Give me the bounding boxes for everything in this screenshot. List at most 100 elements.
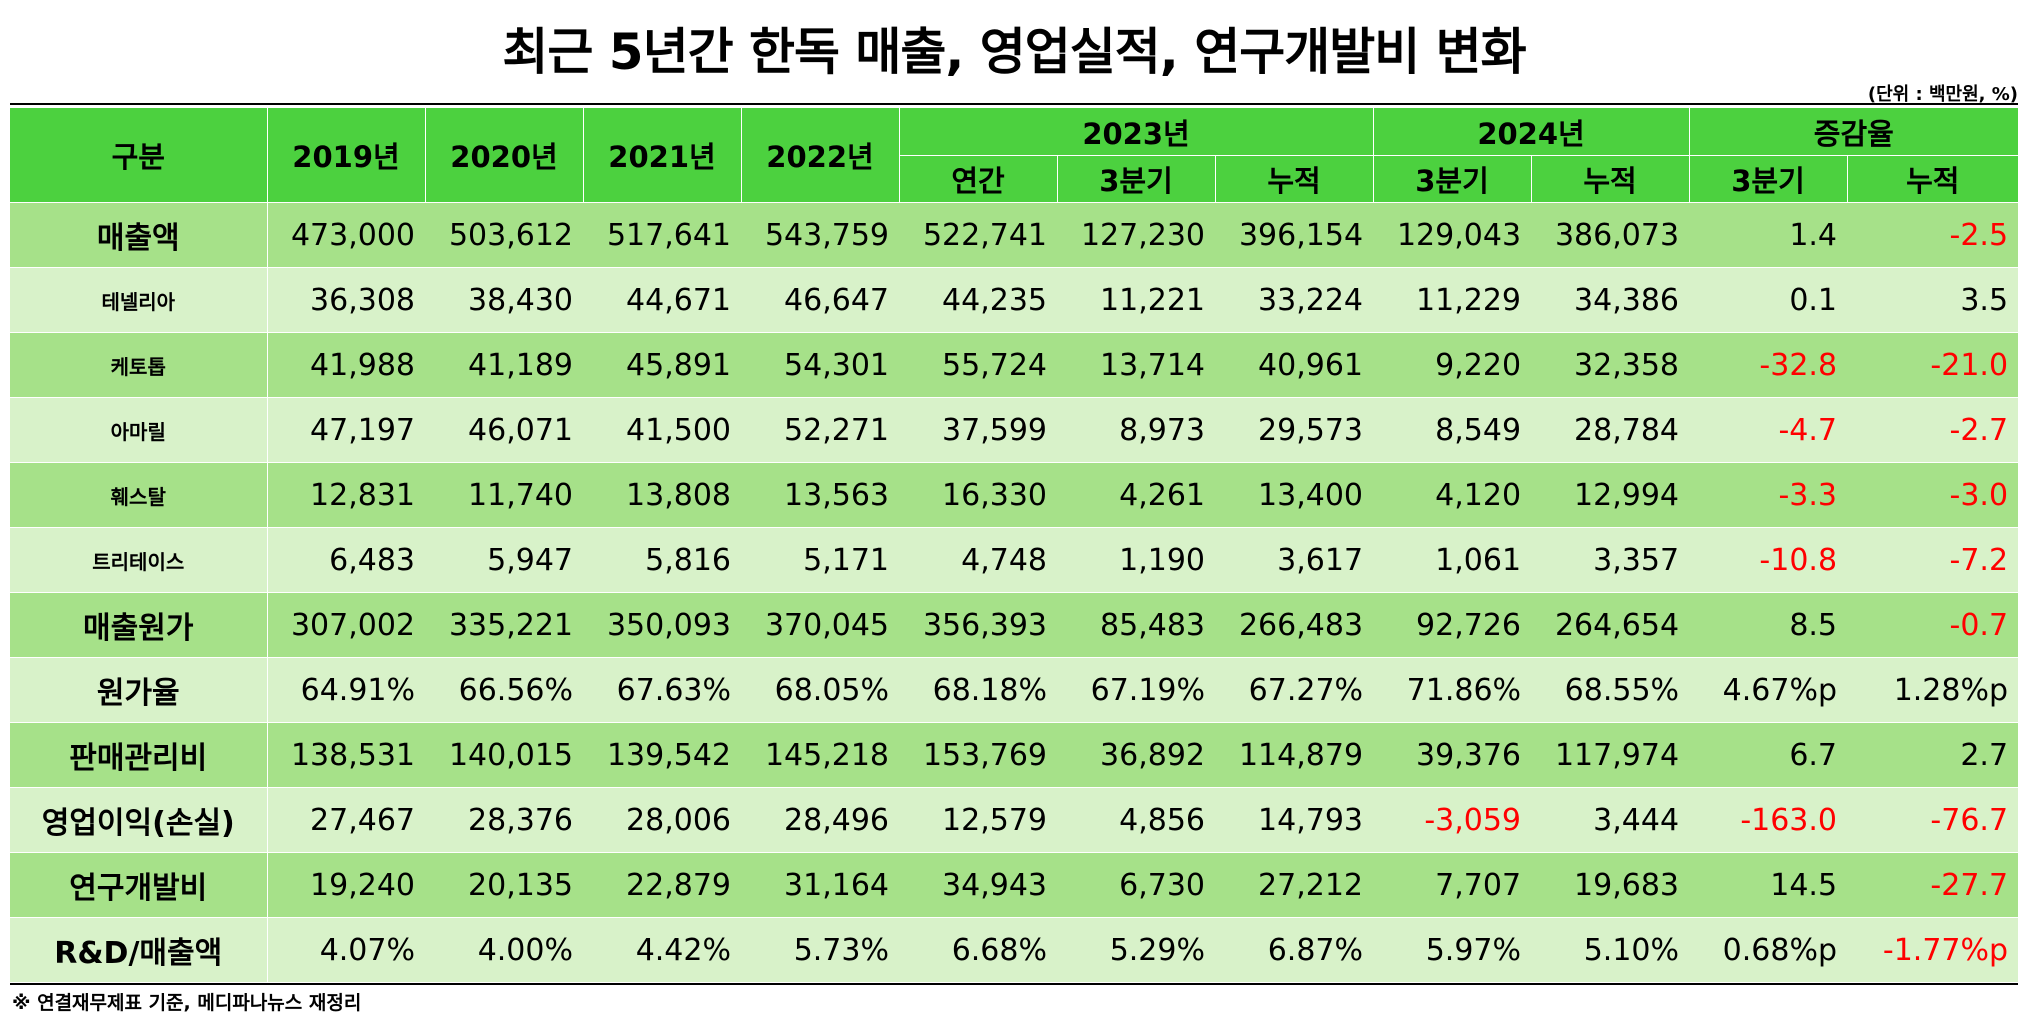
header-year-2021: 2021년 bbox=[583, 108, 742, 203]
table-cell: 266,483 bbox=[1215, 592, 1374, 658]
header-year-2023: 2023년 bbox=[899, 108, 1374, 156]
table-cell: 5,816 bbox=[583, 527, 741, 593]
table-cell: 138,531 bbox=[267, 722, 425, 788]
table-cell: 396,154 bbox=[1215, 202, 1374, 268]
table-cell: 127,230 bbox=[1057, 202, 1215, 268]
table-cell: -76.7 bbox=[1847, 787, 2019, 853]
table-cell: 32,358 bbox=[1531, 332, 1690, 398]
table-cell: 386,073 bbox=[1531, 202, 1690, 268]
row-label: 트리테이스 bbox=[10, 527, 268, 593]
header-change-q3: 3분기 bbox=[1689, 155, 1848, 203]
table-cell: -1.77%p bbox=[1847, 917, 2019, 983]
table-cell: 36,892 bbox=[1057, 722, 1215, 788]
table-cell: 8,549 bbox=[1373, 397, 1532, 463]
bottom-rule bbox=[10, 983, 2018, 985]
table-cell: 5,947 bbox=[425, 527, 583, 593]
table-row: 테넬리아 36,308 38,430 44,671 46,647 44,235 11,221… bbox=[10, 267, 2019, 333]
table-cell: 153,769 bbox=[899, 722, 1057, 788]
table-cell: 28,006 bbox=[583, 787, 741, 853]
row-label: 케토톱 bbox=[10, 332, 268, 398]
table-cell: 29,573 bbox=[1215, 397, 1374, 463]
table-row: 매출액 473,000 503,612 517,641 543,759 522,741 12… bbox=[10, 202, 2019, 268]
header-year-2024: 2024년 bbox=[1373, 108, 1690, 156]
table-cell: 4.00% bbox=[425, 917, 583, 983]
table-cell: 44,671 bbox=[583, 267, 741, 333]
table-cell: 9,220 bbox=[1373, 332, 1532, 398]
row-label: 매출원가 bbox=[10, 592, 268, 658]
table-cell: 22,879 bbox=[583, 852, 741, 918]
table-cell: 41,988 bbox=[267, 332, 425, 398]
table-cell: 34,943 bbox=[899, 852, 1057, 918]
table-cell: 2.7 bbox=[1847, 722, 2019, 788]
table-cell: 68.05% bbox=[741, 657, 899, 723]
table-cell: -2.7 bbox=[1847, 397, 2019, 463]
table-cell: 41,189 bbox=[425, 332, 583, 398]
header-change-cumulative: 누적 bbox=[1847, 155, 2019, 203]
table-cell: 64.91% bbox=[267, 657, 425, 723]
table-cell: 40,961 bbox=[1215, 332, 1374, 398]
table-cell: 38,430 bbox=[425, 267, 583, 333]
table-row: 원가율 64.91% 66.56% 67.63% 68.05% 68.18% 67.19% 6… bbox=[10, 657, 2019, 723]
table-cell: 139,542 bbox=[583, 722, 741, 788]
table-cell: 4,856 bbox=[1057, 787, 1215, 853]
table-cell: 4.42% bbox=[583, 917, 741, 983]
table-cell: 117,974 bbox=[1531, 722, 1690, 788]
table-cell: -0.7 bbox=[1847, 592, 2019, 658]
row-label: 연구개발비 bbox=[10, 852, 268, 918]
table-cell: 14,793 bbox=[1215, 787, 1374, 853]
table-cell: 11,229 bbox=[1373, 267, 1532, 333]
unit-note: (단위 : 백만원, %) bbox=[1867, 84, 2018, 105]
table-row: 연구개발비 19,240 20,135 22,879 31,164 34,943 6,730… bbox=[10, 852, 2019, 918]
table-cell: 33,224 bbox=[1215, 267, 1374, 333]
header-change-rate: 증감율 bbox=[1689, 108, 2019, 156]
table-cell: 37,599 bbox=[899, 397, 1057, 463]
row-label: 아마릴 bbox=[10, 397, 268, 463]
table-cell: 12,579 bbox=[899, 787, 1057, 853]
header-2024-cumulative: 누적 bbox=[1531, 155, 1690, 203]
table-cell: 16,330 bbox=[899, 462, 1057, 528]
table-cell: -3.3 bbox=[1689, 462, 1848, 528]
table-cell: 31,164 bbox=[741, 852, 899, 918]
table-cell: 6,730 bbox=[1057, 852, 1215, 918]
table-cell: 19,683 bbox=[1531, 852, 1690, 918]
table-row: 영업이익(손실) 27,467 28,376 28,006 28,496 12,579 4,… bbox=[10, 787, 2019, 853]
table-cell: 8,973 bbox=[1057, 397, 1215, 463]
table-cell: 13,714 bbox=[1057, 332, 1215, 398]
table-row: 아마릴 47,197 46,071 41,500 52,271 37,599 8,973 29… bbox=[10, 397, 2019, 463]
financial-table: 구분 2019년 2020년 2021년 2022년 2023년 2024년 증… bbox=[10, 108, 2019, 983]
table-cell: 3,617 bbox=[1215, 527, 1374, 593]
table-cell: 4,120 bbox=[1373, 462, 1532, 528]
table-cell: 41,500 bbox=[583, 397, 741, 463]
header-year-2019: 2019년 bbox=[267, 108, 426, 203]
table-cell: 1.4 bbox=[1689, 202, 1848, 268]
table-cell: 13,563 bbox=[741, 462, 899, 528]
table-cell: 46,647 bbox=[741, 267, 899, 333]
table-cell: 34,386 bbox=[1531, 267, 1690, 333]
table-cell: 12,994 bbox=[1531, 462, 1690, 528]
table-cell: 28,496 bbox=[741, 787, 899, 853]
table-cell: 92,726 bbox=[1373, 592, 1532, 658]
header-year-2020: 2020년 bbox=[425, 108, 584, 203]
table-cell: -7.2 bbox=[1847, 527, 2019, 593]
table-row: R&D/매출액 4.07% 4.00% 4.42% 5.73% 6.68% 5.29% 6.8… bbox=[10, 917, 2019, 983]
table-cell: 67.19% bbox=[1057, 657, 1215, 723]
table-cell: 52,271 bbox=[741, 397, 899, 463]
table-cell: 140,015 bbox=[425, 722, 583, 788]
table-cell: 5.73% bbox=[741, 917, 899, 983]
table-cell: 67.63% bbox=[583, 657, 741, 723]
table-cell: 5,171 bbox=[741, 527, 899, 593]
table-cell: 4,261 bbox=[1057, 462, 1215, 528]
table-cell: 68.18% bbox=[899, 657, 1057, 723]
table-row: 케토톱 41,988 41,189 45,891 54,301 55,724 13,714 4… bbox=[10, 332, 2019, 398]
table-cell: 264,654 bbox=[1531, 592, 1690, 658]
table-cell: 307,002 bbox=[267, 592, 425, 658]
header-category: 구분 bbox=[10, 108, 268, 203]
table-cell: 20,135 bbox=[425, 852, 583, 918]
header-2023-cumulative: 누적 bbox=[1215, 155, 1374, 203]
table-cell: 11,740 bbox=[425, 462, 583, 528]
table-cell: 5.10% bbox=[1531, 917, 1690, 983]
table-cell: 335,221 bbox=[425, 592, 583, 658]
table-cell: 44,235 bbox=[899, 267, 1057, 333]
table-cell: 503,612 bbox=[425, 202, 583, 268]
table-cell: 12,831 bbox=[267, 462, 425, 528]
